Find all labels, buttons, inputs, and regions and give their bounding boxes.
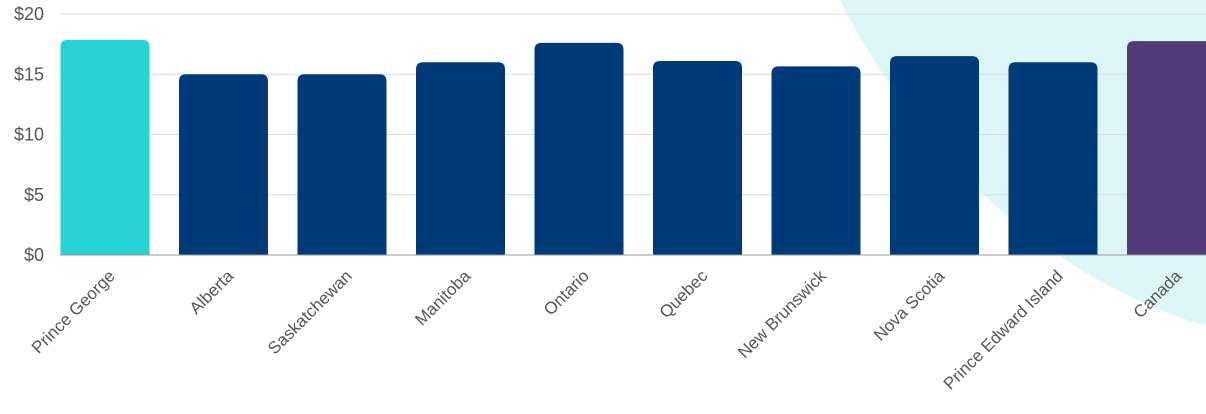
bar <box>771 66 861 255</box>
x-category-label: Ontario <box>540 266 593 319</box>
x-axis-labels: Prince George Alberta Saskatchewan Manitoba… <box>28 266 1186 393</box>
y-axis-ticks: $0 $5 $10 $15 $20 <box>14 4 44 265</box>
x-category-label: Prince George <box>28 266 119 357</box>
x-category-label: New Brunswick <box>734 266 830 362</box>
y-tick-label: $15 <box>14 64 44 84</box>
y-tick-label: $5 <box>24 185 44 205</box>
bar <box>1008 62 1098 256</box>
x-category-label: Alberta <box>186 266 238 318</box>
bar <box>653 60 742 256</box>
x-category-label: Quebec <box>656 266 712 322</box>
x-category-label: Saskatchewan <box>264 266 356 358</box>
y-tick-label: $10 <box>14 125 44 145</box>
bar <box>1127 41 1206 255</box>
bar <box>297 74 387 255</box>
bars <box>60 39 1206 256</box>
y-tick-label: $20 <box>14 4 44 24</box>
bar <box>534 42 624 255</box>
x-category-label: Manitoba <box>411 266 474 329</box>
bar <box>60 39 150 255</box>
bar <box>890 56 979 255</box>
bar <box>179 74 268 255</box>
x-category-label: Prince Edward Island <box>940 266 1067 393</box>
y-tick-label: $0 <box>24 245 44 265</box>
x-category-label: Nova Scotia <box>870 266 949 345</box>
bar <box>416 62 505 256</box>
